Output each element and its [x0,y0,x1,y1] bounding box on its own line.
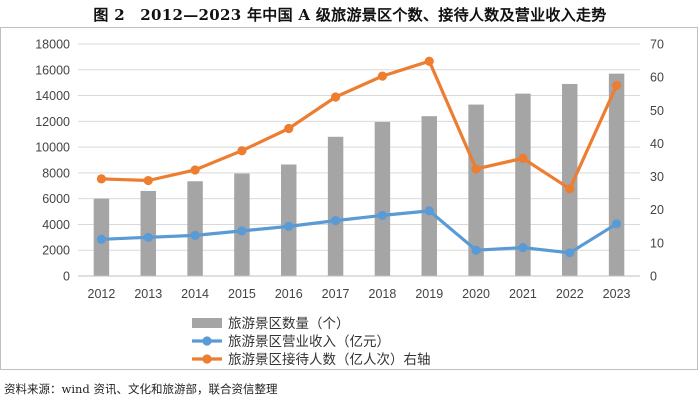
right-axis-tick-label: 50 [650,104,664,118]
data-point [284,123,294,134]
left-axis-tick-label: 18000 [35,38,70,52]
left-axis-tick-label: 14000 [35,89,70,103]
legend-label: 旅游景区数量（个） [228,316,350,332]
x-axis-tick-label: 2018 [369,287,397,301]
data-point [330,92,341,102]
right-axis-tick-label: 60 [650,71,664,85]
series-line [99,59,619,191]
data-point [471,164,481,174]
bar [515,93,531,276]
left-axis-tick-label: 2000 [42,244,70,258]
series-line [99,209,619,255]
x-axis-tick-label: 2021 [509,287,537,301]
right-axis-tick-label: 30 [650,170,664,184]
data-point [237,146,247,156]
x-axis-tick-label: 2022 [556,287,584,301]
left-axis-tick-label: 16000 [35,63,70,77]
right-axis-tick-label: 20 [650,203,664,217]
bar [608,73,625,277]
legend-swatch-marker [202,336,212,346]
legend-swatch-bar [192,318,222,328]
bar [562,83,578,276]
left-axis-tick-label: 12000 [35,115,70,129]
data-point [143,232,153,242]
bar [187,181,203,276]
left-axis-tick-label: 8000 [42,166,70,180]
bar [374,121,391,276]
left-axis-tick-label: 0 [63,270,70,284]
source-note: 资料来源：wind 资讯、文化和旅游部，联合资信整理 [4,382,278,396]
data-point [518,243,528,253]
x-axis-tick-label: 2020 [462,287,490,301]
legend-label: 旅游景区接待人数（亿人次）右轴 [228,351,431,368]
axes: 0 2000 4000 6000 8000 10000 12000 14000 16000 180… [35,38,664,302]
x-axis-tick-label: 2014 [181,287,209,301]
x-axis-tick-label: 2015 [228,287,256,301]
data-point [377,71,388,81]
data-point [565,184,575,194]
chart-plot: 0 2000 4000 6000 8000 10000 12000 14000 16000 180… [35,38,664,369]
data-point [611,80,622,91]
chart-title: 图 2 2012—2023 年中国 A 级旅游景区个数、接待人数及营业收入走势 [93,6,607,24]
data-point [565,248,575,258]
x-axis-tick-label: 2012 [88,287,116,301]
data-point [96,174,107,184]
data-point [190,165,200,175]
bar [234,173,250,276]
chart-frame [0,27,698,370]
data-point [424,206,434,216]
legend-label: 旅游景区营业收入（亿元） [228,334,390,350]
data-point [611,219,622,229]
bar [468,104,484,276]
data-point [284,221,294,231]
x-axis-tick-label: 2023 [603,287,631,301]
data-point [237,226,247,236]
bar [421,116,437,276]
data-point [424,56,434,66]
data-point [377,210,388,221]
data-point [518,153,528,163]
legend-swatch-marker [202,354,212,364]
right-axis-tick-label: 70 [650,38,664,52]
x-axis-tick-label: 2017 [322,287,350,301]
data-point [190,230,200,240]
right-axis-tick-label: 40 [650,137,664,151]
left-axis-tick-label: 4000 [42,218,70,232]
left-axis-tick-label: 6000 [42,192,70,206]
data-point [143,175,153,186]
data-point [330,215,341,226]
x-axis-tick-label: 2013 [134,287,162,301]
bar-series [93,73,625,277]
left-axis-tick-label: 10000 [35,141,70,155]
right-axis-tick-label: 0 [650,270,657,284]
x-axis-tick-label: 2016 [275,287,303,301]
x-axis-tick-label: 2019 [415,287,443,301]
bar [327,136,344,276]
legend: 旅游景区数量（个） 旅游景区营业收入（亿元）旅游景区接待人数（亿人次）右轴 [192,316,431,368]
data-point [471,245,481,255]
right-axis-tick-label: 10 [650,236,664,250]
line-series [96,56,622,258]
gridlines [78,43,640,277]
bar [281,164,297,276]
data-point [96,234,107,244]
